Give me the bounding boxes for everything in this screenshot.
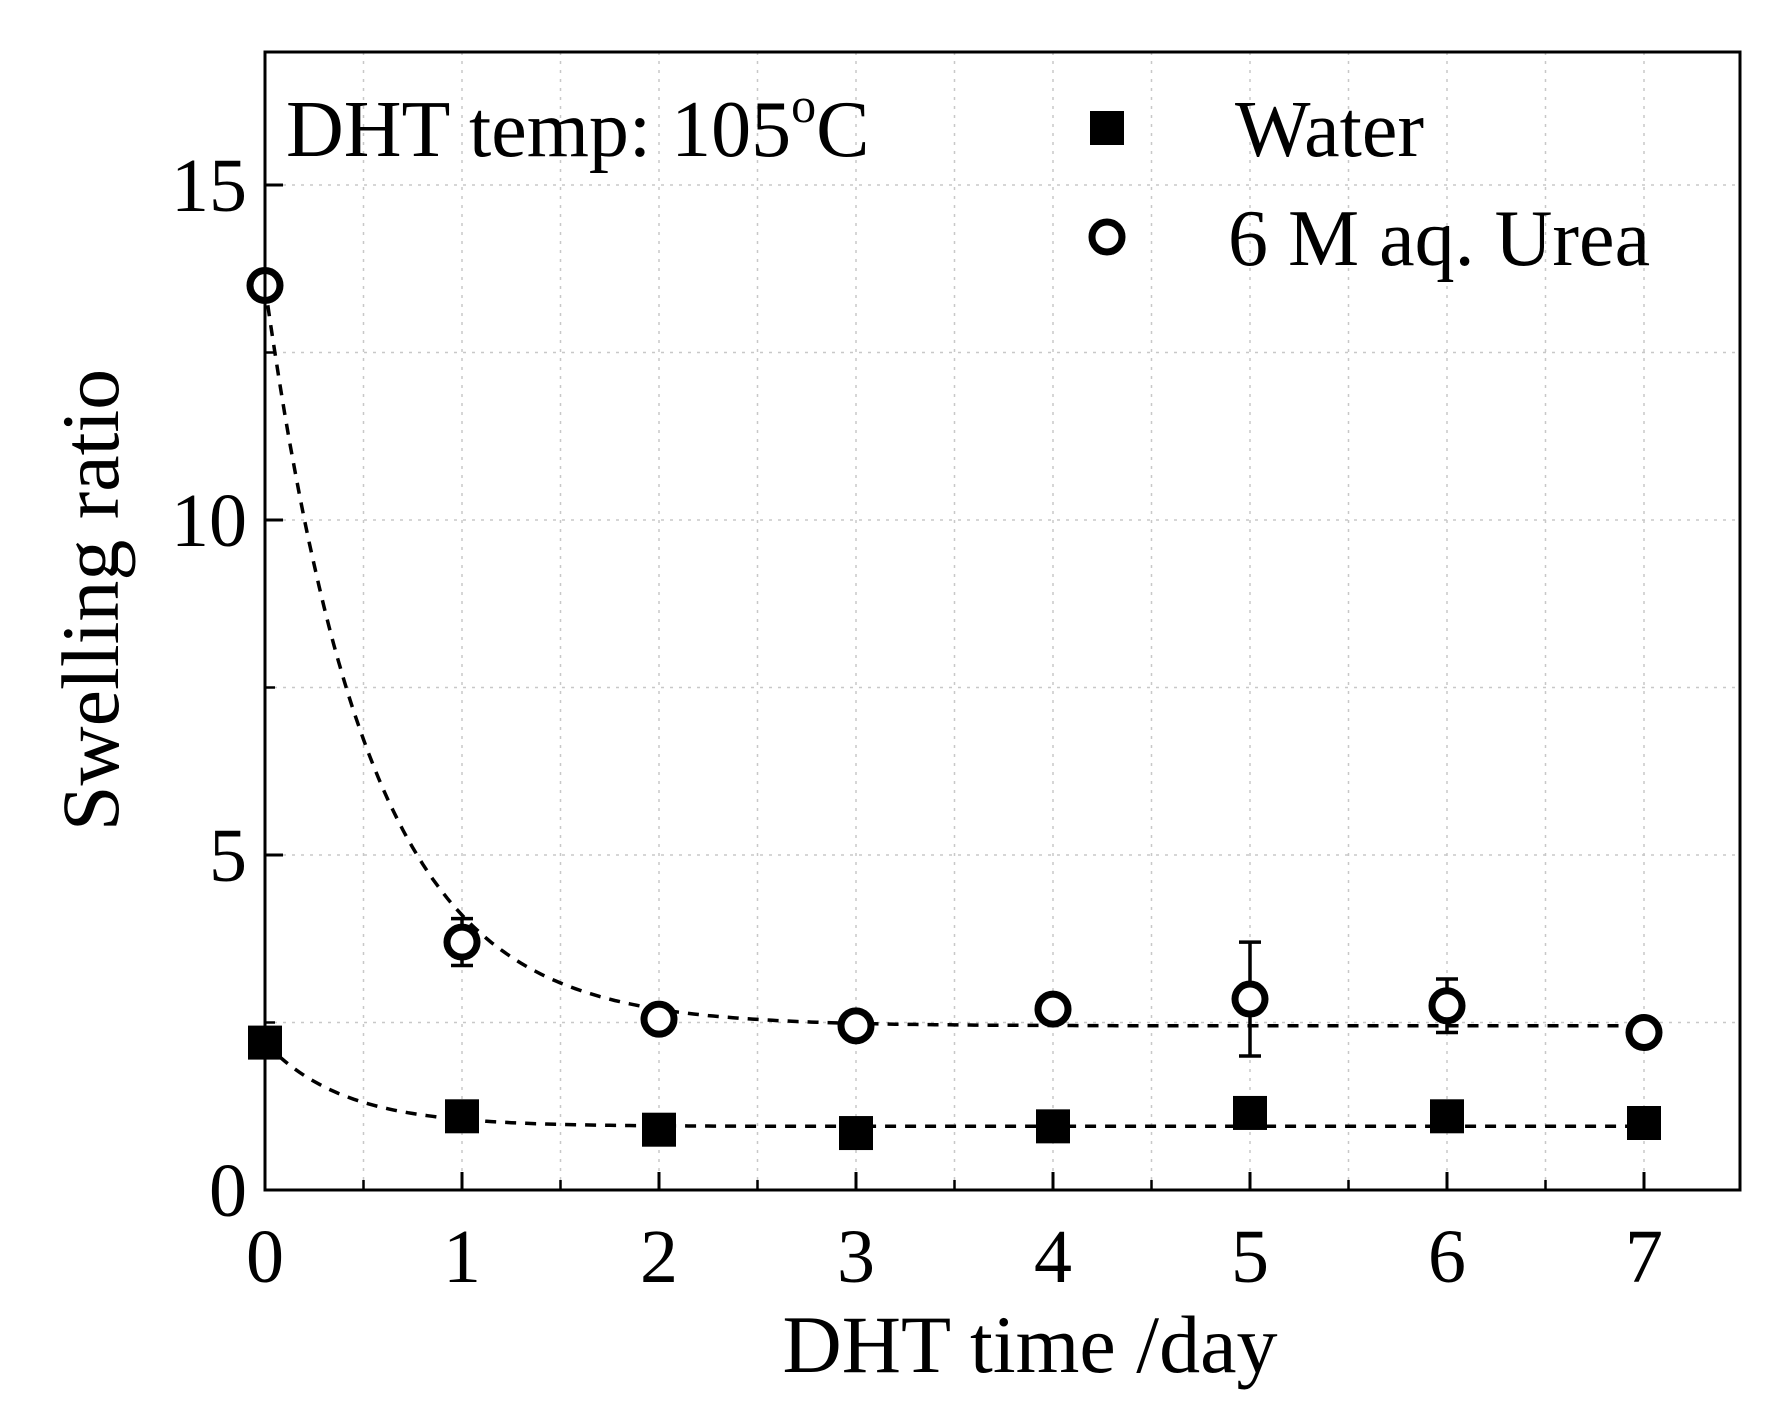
legend-label-water: Water xyxy=(1235,86,1424,174)
x-tick-label: 3 xyxy=(837,1215,875,1299)
data-point-urea xyxy=(640,1000,678,1038)
y-axis-label: Swelling ratio xyxy=(45,369,136,831)
y-tick-label: 15 xyxy=(171,144,247,228)
annotation-suffix: C xyxy=(816,86,869,174)
x-tick-label: 5 xyxy=(1231,1215,1269,1299)
plot-frame xyxy=(263,50,1742,1192)
annotation-degree-superscript: o xyxy=(791,77,816,133)
legend: Water 6 M aq. Urea xyxy=(1088,86,1650,283)
legend-marker-urea xyxy=(1088,218,1126,256)
fit-curves xyxy=(263,285,1644,1129)
axis-ticks: 0 1 2 3 4 5 6 7 0 5 10 15 xyxy=(171,144,1663,1299)
data-point-water xyxy=(1627,1106,1661,1140)
data-point-water xyxy=(642,1112,676,1147)
y-tick-label: 5 xyxy=(209,814,247,898)
y-tick-label: 10 xyxy=(171,479,247,563)
x-tick-label: 6 xyxy=(1428,1215,1466,1299)
data-point-water xyxy=(1430,1099,1464,1134)
data-point-water xyxy=(445,1099,479,1134)
data-point-water xyxy=(1036,1109,1070,1144)
x-tick-label: 1 xyxy=(443,1215,481,1299)
fit-curve-water xyxy=(263,1041,1644,1129)
data-point-urea xyxy=(1034,990,1072,1028)
grid xyxy=(265,52,1740,1190)
x-axis-label: DHT time /day xyxy=(783,1299,1278,1390)
data-point-urea xyxy=(1625,1014,1663,1052)
data-point-urea xyxy=(1428,987,1466,1025)
fit-curve-urea xyxy=(263,285,1644,1028)
legend-label-urea: 6 M aq. Urea xyxy=(1228,195,1650,283)
x-tick-label: 2 xyxy=(640,1215,678,1299)
x-tick-label: 4 xyxy=(1034,1215,1072,1299)
x-tick-label: 0 xyxy=(246,1215,284,1299)
data-markers xyxy=(246,267,1663,1151)
data-point-urea xyxy=(443,923,481,961)
data-point-water xyxy=(839,1116,873,1151)
temperature-annotation: DHT temp: 105oC xyxy=(286,77,870,174)
y-tick-label: 0 xyxy=(209,1149,247,1233)
data-point-urea xyxy=(837,1007,875,1045)
data-point-water xyxy=(1233,1095,1267,1130)
x-tick-label: 7 xyxy=(1625,1215,1663,1299)
legend-marker-water xyxy=(1090,111,1124,145)
data-point-urea xyxy=(1231,980,1269,1018)
annotation-prefix: DHT temp: 105 xyxy=(286,86,791,174)
